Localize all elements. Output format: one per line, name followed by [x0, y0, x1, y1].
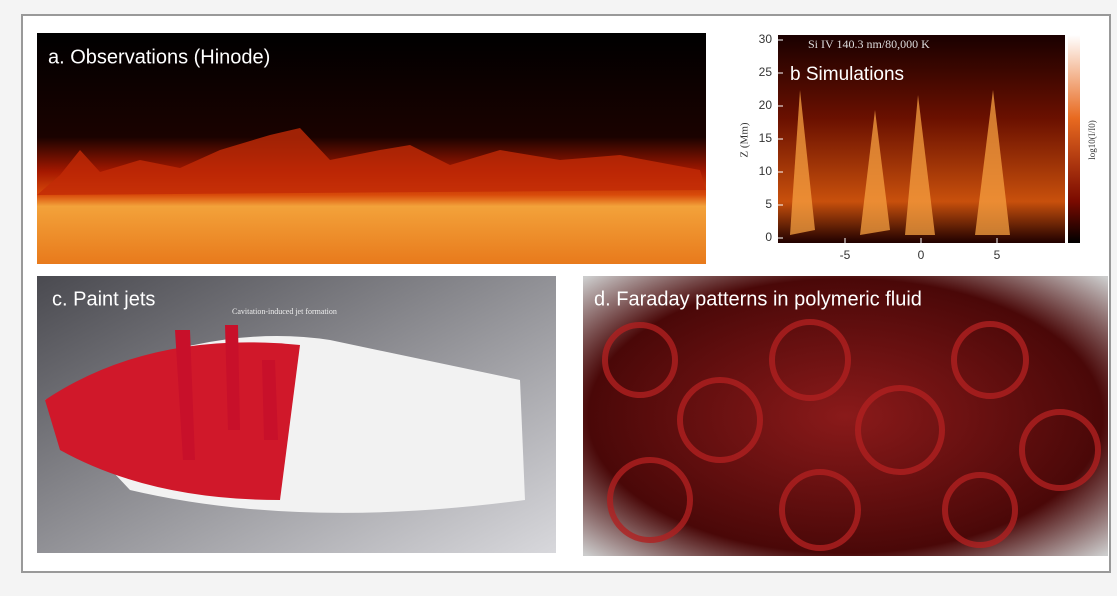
y-tick-label: 20 [759, 98, 773, 112]
figure: a. Observations (Hinode) Si IV 140.3 nm/… [0, 0, 1117, 591]
colorbar-label: log10(I/I0) [1087, 120, 1097, 160]
panel-label: a. Observations (Hinode) [48, 46, 270, 68]
y-tick-label: 5 [765, 197, 772, 211]
y-tick-label: 30 [759, 32, 773, 46]
panel-label: d. Faraday patterns in polymeric fluid [594, 288, 922, 310]
panel-label: b Simulations [790, 64, 904, 85]
panel-label: c. Paint jets [52, 288, 155, 310]
y-tick-label: 15 [759, 131, 773, 145]
y-tick-label: 0 [765, 230, 772, 244]
axis-label: Z (Mm) [739, 122, 751, 157]
annotation: Cavitation-induced jet formation [232, 307, 337, 316]
annotation: Si IV 140.3 nm/80,000 K [808, 37, 930, 51]
colorbar [1068, 35, 1080, 243]
x-tick-label: -5 [840, 248, 851, 262]
x-tick-label: 5 [994, 248, 1001, 262]
page: a. Observations (Hinode) Si IV 140.3 nm/… [0, 0, 1117, 591]
y-tick-label: 10 [759, 164, 773, 178]
image-d [583, 276, 1108, 556]
y-tick-label: 25 [759, 65, 773, 79]
x-tick-label: 0 [918, 248, 925, 262]
